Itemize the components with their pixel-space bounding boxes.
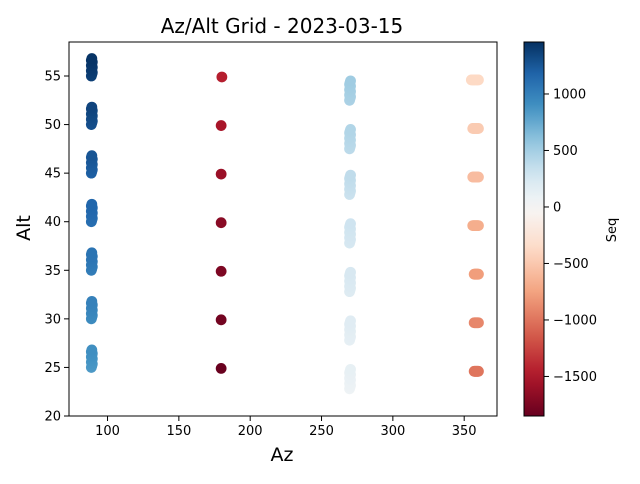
- data-point: [86, 53, 98, 64]
- data-point: [473, 268, 484, 280]
- x-tick-label: 350: [452, 424, 477, 439]
- colorbar-tick-label: 500: [553, 144, 578, 159]
- data-point: [345, 315, 356, 327]
- data-point: [473, 365, 484, 377]
- x-tick-label: 100: [95, 424, 120, 439]
- y-tick-label: 50: [44, 118, 61, 133]
- scatter-points: [85, 53, 484, 395]
- chart-title: Az/Alt Grid - 2023-03-15: [161, 14, 404, 38]
- data-point: [473, 220, 484, 232]
- y-tick-label: 55: [44, 70, 61, 85]
- data-point: [216, 71, 228, 83]
- x-tick-label: 200: [238, 424, 263, 439]
- colorbar-ticks: −1500 −1000 −500 0 500 1000: [544, 87, 597, 385]
- y-tick-label: 30: [44, 312, 61, 327]
- data-point: [473, 317, 484, 329]
- data-point: [345, 75, 356, 87]
- data-point: [86, 198, 98, 210]
- y-tick-label: 45: [44, 167, 61, 182]
- data-point: [345, 124, 356, 135]
- data-point: [86, 295, 98, 307]
- data-point: [86, 247, 98, 259]
- x-tick-label: 150: [166, 424, 191, 439]
- data-point: [473, 123, 484, 134]
- data-point: [86, 150, 98, 162]
- colorbar: [523, 41, 545, 417]
- colorbar-tick-label: −1000: [553, 313, 597, 328]
- colorbar-tick-label: −500: [553, 257, 589, 272]
- y-axis-label: Alt: [13, 215, 35, 241]
- data-point: [215, 314, 227, 326]
- data-point: [86, 344, 98, 356]
- data-point: [86, 101, 98, 113]
- data-point: [215, 265, 227, 277]
- data-point: [215, 168, 227, 180]
- data-point: [215, 120, 227, 131]
- data-point: [345, 266, 356, 278]
- data-point: [473, 74, 484, 86]
- data-point: [215, 363, 227, 374]
- y-tick-label: 20: [44, 410, 61, 425]
- x-axis-label: Az: [271, 444, 294, 466]
- data-point: [345, 169, 356, 181]
- data-point: [215, 217, 227, 229]
- x-axis-ticks: 100 150 200 250 300 350: [95, 416, 477, 439]
- y-tick-label: 25: [44, 361, 61, 376]
- plot-frame: [68, 41, 498, 417]
- colorbar-tick-label: 1000: [553, 87, 586, 102]
- colorbar-label: Seq: [605, 218, 620, 243]
- colorbar-tick-label: −1500: [553, 370, 597, 385]
- y-axis-ticks: 20 25 30 35 40 45 50 55: [44, 70, 69, 425]
- data-point: [345, 218, 356, 230]
- x-tick-label: 300: [380, 424, 405, 439]
- x-tick-label: 250: [309, 424, 334, 439]
- colorbar-tick-label: 0: [553, 200, 561, 215]
- y-tick-label: 35: [44, 264, 61, 279]
- y-tick-label: 40: [44, 215, 61, 230]
- data-point: [473, 171, 484, 183]
- data-point: [345, 363, 356, 375]
